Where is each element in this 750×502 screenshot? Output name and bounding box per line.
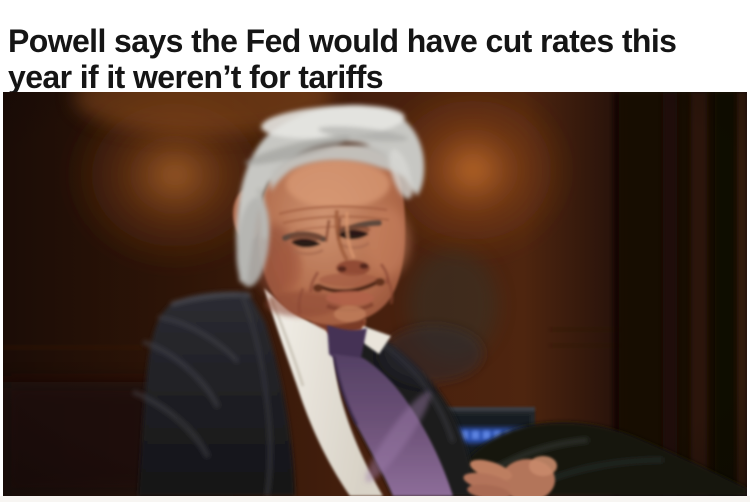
powell-tie (327, 324, 453, 496)
page-bottom-margin (0, 496, 750, 502)
powell-hand (463, 456, 557, 496)
article-headline: Powell says the Fed would have cut rates… (8, 23, 677, 95)
article-photo (3, 92, 747, 496)
powell-photo-illustration (3, 92, 747, 496)
powell-hair (236, 105, 425, 287)
